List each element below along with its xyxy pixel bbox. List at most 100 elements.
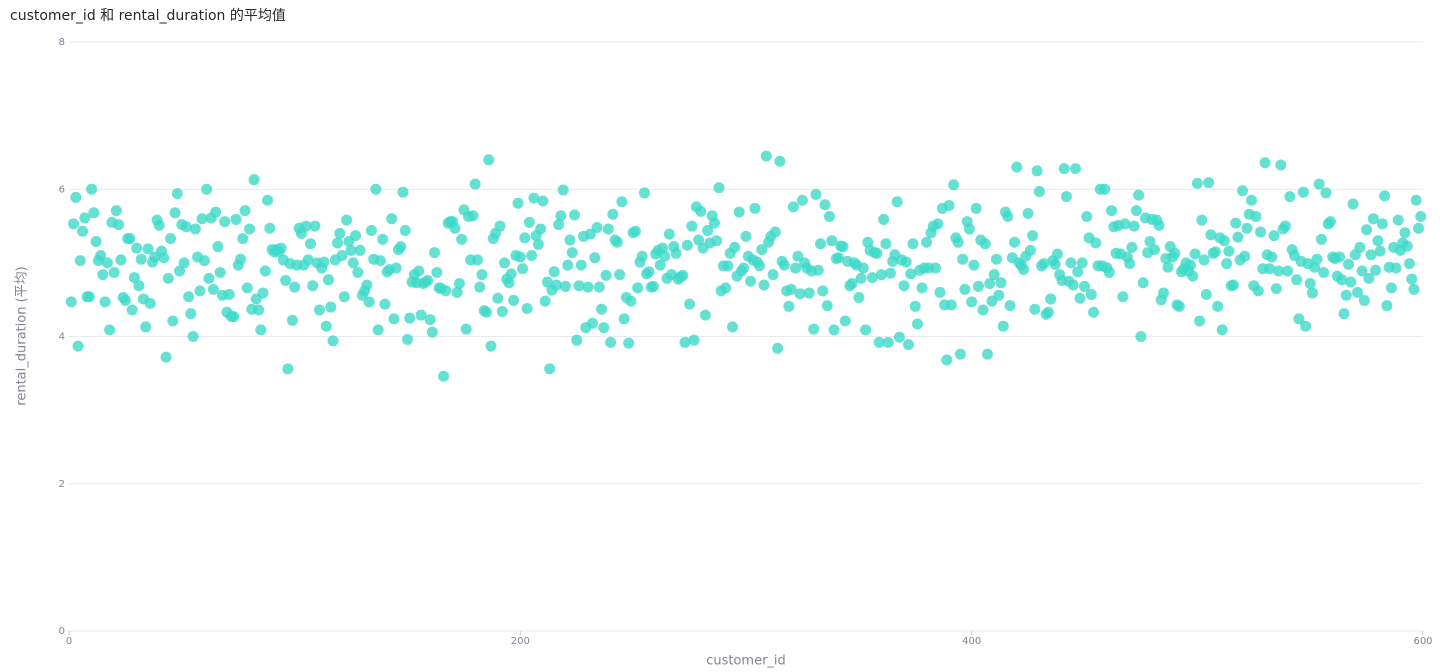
point (553, 219, 565, 231)
point (796, 194, 808, 206)
point (1390, 262, 1402, 274)
point (1085, 289, 1097, 301)
point (1227, 279, 1239, 291)
point (733, 206, 745, 218)
point (686, 220, 698, 232)
point (1099, 183, 1111, 195)
point (86, 183, 98, 195)
point (1338, 308, 1350, 320)
point (1124, 258, 1136, 270)
point (1106, 205, 1118, 217)
point (828, 324, 840, 336)
point (1011, 161, 1023, 173)
point (1069, 163, 1081, 175)
point (104, 324, 116, 336)
point (792, 250, 804, 262)
point (1345, 276, 1357, 288)
point (327, 335, 339, 347)
point (1049, 258, 1061, 270)
point (1130, 205, 1142, 217)
point (449, 222, 461, 234)
point (440, 285, 452, 297)
point (352, 266, 364, 278)
point (790, 262, 802, 274)
point (1374, 245, 1386, 257)
point (187, 331, 199, 342)
point (372, 324, 384, 336)
point (785, 283, 797, 295)
point (760, 150, 772, 162)
point (1356, 265, 1368, 277)
point (499, 257, 511, 269)
point (1282, 265, 1294, 277)
point (424, 314, 436, 326)
point (133, 280, 145, 292)
point (68, 218, 80, 230)
point (1372, 235, 1384, 247)
point (1334, 251, 1346, 263)
point (207, 283, 219, 295)
x-tick-label: 200 (511, 636, 530, 647)
point (740, 230, 752, 242)
point (517, 263, 529, 275)
point (397, 186, 409, 198)
point (1343, 258, 1355, 270)
point (945, 299, 957, 311)
point (1221, 258, 1233, 270)
point (1230, 217, 1242, 229)
point (469, 178, 481, 190)
point (1252, 285, 1264, 297)
point (699, 309, 711, 321)
point (1268, 230, 1280, 242)
point (257, 287, 269, 299)
point (1103, 266, 1115, 278)
point (808, 323, 820, 335)
point (846, 277, 858, 289)
point (183, 291, 195, 303)
point (248, 174, 260, 186)
point (966, 296, 978, 308)
point (819, 199, 831, 211)
point (720, 282, 732, 294)
point (584, 228, 596, 240)
point (341, 214, 353, 226)
point (745, 275, 757, 287)
point (713, 182, 725, 194)
point (1340, 289, 1352, 301)
point (607, 208, 619, 220)
point (309, 220, 321, 232)
point (1051, 248, 1063, 260)
point (1189, 248, 1201, 260)
point (1273, 265, 1285, 277)
point (1148, 244, 1160, 256)
point (957, 253, 969, 265)
point (625, 295, 637, 307)
point (754, 260, 766, 272)
point (83, 291, 95, 303)
point (135, 253, 147, 265)
point (318, 256, 330, 268)
point (1381, 300, 1393, 312)
point (503, 277, 515, 289)
point (142, 243, 154, 255)
point (153, 219, 165, 231)
point (302, 254, 314, 266)
point (185, 308, 197, 320)
point (968, 259, 980, 271)
point (722, 260, 734, 272)
point (1406, 273, 1418, 285)
point (943, 199, 955, 211)
point (783, 300, 795, 312)
point (494, 220, 506, 232)
point (708, 217, 720, 229)
point (363, 296, 375, 308)
point (1162, 261, 1174, 273)
point (1385, 282, 1397, 294)
point (244, 223, 256, 235)
point (415, 309, 427, 321)
point (826, 235, 838, 247)
y-tick-label: 4 (59, 332, 65, 343)
point (480, 306, 492, 318)
point (596, 303, 608, 315)
point (591, 222, 603, 234)
